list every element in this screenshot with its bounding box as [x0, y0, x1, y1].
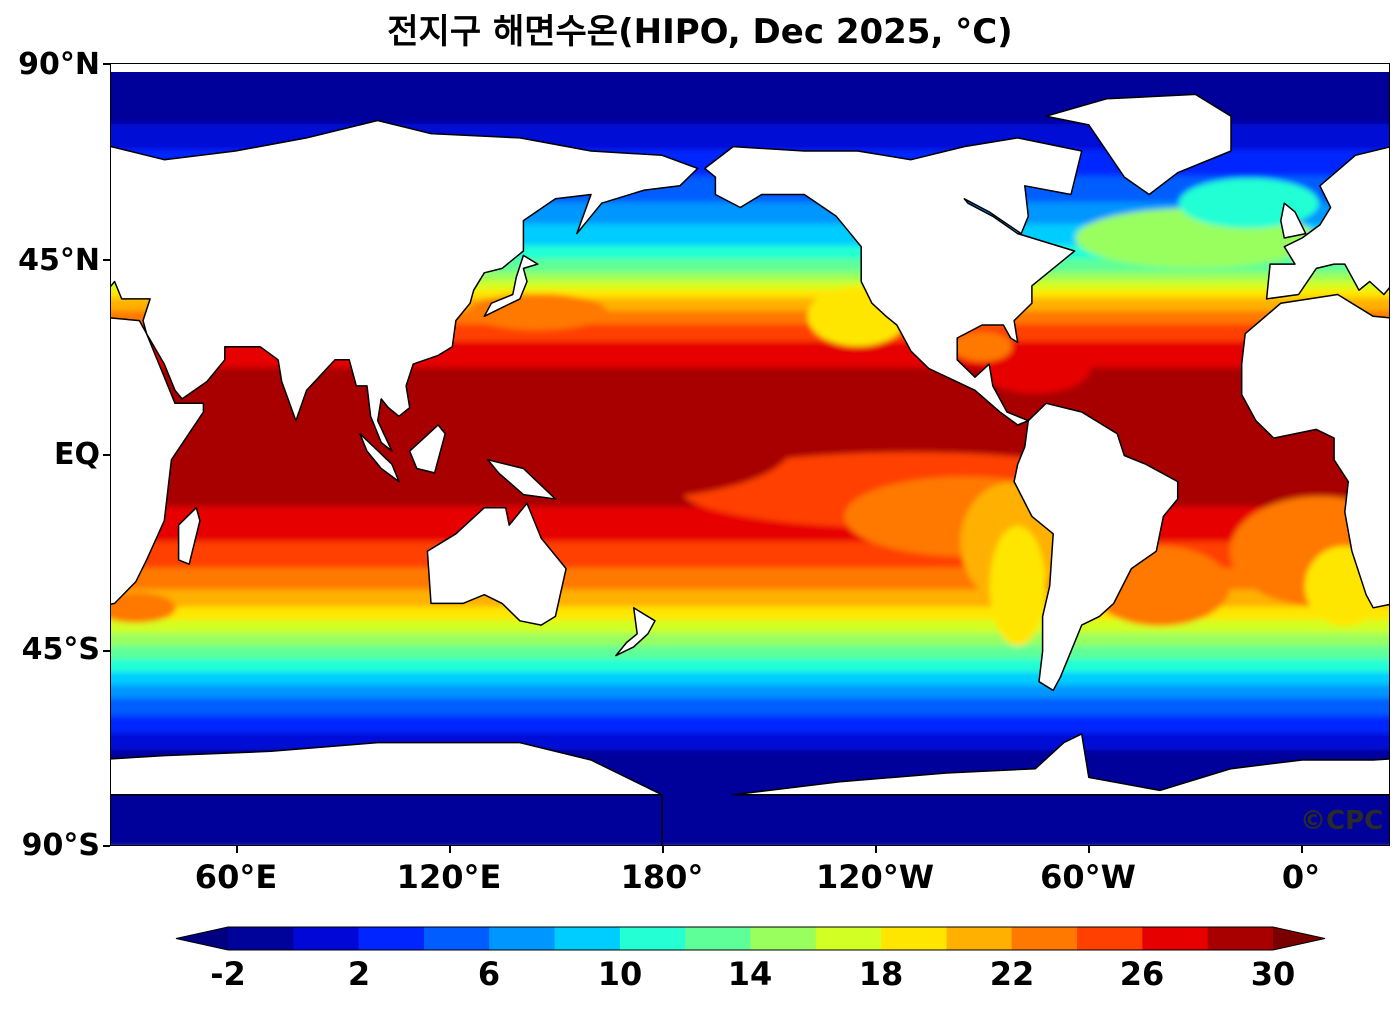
colorbar-tick-label: -2 — [210, 955, 246, 993]
lat-tick — [103, 454, 110, 456]
sst-band — [111, 619, 1389, 635]
colorbar-extend-high — [1273, 927, 1325, 950]
lat-tick — [103, 650, 110, 652]
colorbar-segment — [750, 927, 817, 950]
sst-region — [391, 391, 791, 502]
sst-region — [952, 331, 1013, 362]
sst-band — [111, 271, 1389, 283]
colorbar-segment — [1142, 927, 1209, 950]
lon-label-120e: 120°E — [396, 858, 502, 896]
africa-landmass — [111, 317, 205, 605]
colorbar-segment — [1011, 927, 1078, 950]
colorbar-tick-label: 6 — [477, 955, 501, 993]
colorbar-segment — [358, 927, 425, 950]
sst-band — [111, 632, 1389, 648]
lon-label-60w: 60°W — [1040, 858, 1136, 896]
lat-label-45s: 45°S — [21, 632, 100, 667]
europe-asia-landmass — [1265, 146, 1389, 300]
uk-landmass — [1280, 202, 1307, 239]
polar-edge-north — [111, 64, 1389, 72]
colorbar-tick-label: 2 — [347, 955, 371, 993]
colorbar-segment — [1207, 927, 1274, 950]
map-panel — [110, 63, 1390, 846]
colorbar-segment — [423, 927, 490, 950]
sst-band — [111, 658, 1389, 674]
japan-landmass — [483, 254, 539, 318]
colorbar-tick-label: 14 — [727, 955, 773, 993]
sst-region — [178, 378, 399, 489]
colorbar-segment — [293, 927, 360, 950]
greenland-landmass — [1045, 93, 1232, 196]
lat-label-90n: 90°N — [18, 47, 100, 82]
lon-label-180: 180° — [620, 858, 704, 896]
colorbar-tick-label: 30 — [1250, 955, 1296, 993]
sst-band — [111, 289, 1389, 300]
lon-tick — [236, 846, 238, 853]
colorbar-segment — [489, 927, 556, 950]
europe-asia-landmass — [111, 119, 699, 452]
new-guinea-landmass — [487, 459, 557, 500]
south-america-landmass — [1013, 402, 1179, 692]
sst-band — [111, 672, 1389, 688]
africa-landmass — [1240, 293, 1389, 609]
sst-region — [111, 592, 176, 623]
lon-tick — [662, 846, 664, 853]
lon-tick — [1301, 846, 1303, 853]
lon-label-0: 0° — [1281, 858, 1321, 896]
lat-label-90s: 90°S — [21, 828, 100, 863]
sst-band — [111, 698, 1389, 718]
new-zealand-landmass — [615, 607, 656, 657]
cpc-logo: ©CPC — [1300, 806, 1384, 836]
sst-map — [111, 64, 1389, 845]
colorbar-tick-label: 26 — [1119, 955, 1165, 993]
sst-band — [111, 645, 1389, 661]
colorbar-tick-label: 10 — [597, 955, 643, 993]
colorbar-segment — [619, 927, 686, 950]
colorbar-segment — [881, 927, 948, 950]
lon-tick — [875, 846, 877, 853]
north-america-landmass — [704, 137, 1083, 426]
colorbar-tick-label: 22 — [989, 955, 1035, 993]
australia-landmass — [426, 502, 567, 626]
colorbar-outline — [175, 926, 1326, 951]
lon-label-60e: 60°E — [194, 858, 278, 896]
sst-band — [111, 715, 1389, 735]
colorbar-segment — [228, 927, 294, 950]
landmasses — [111, 64, 1389, 845]
colorbar-segment — [946, 927, 1013, 950]
madagascar-landmass — [177, 506, 201, 565]
colorbar-tick-label: 18 — [858, 955, 904, 993]
lat-label-eq: EQ — [54, 437, 100, 472]
map-title: 전지구 해면수온(HIPO, Dec 2025, °C) — [387, 12, 1013, 52]
colorbar-extend-low — [176, 927, 228, 950]
lat-tick — [103, 259, 110, 261]
lon-tick — [1088, 846, 1090, 853]
colorbar-segment — [685, 927, 752, 950]
borneo-landmass — [408, 424, 446, 474]
antarctica-landmass — [111, 741, 663, 845]
sst-band — [111, 685, 1389, 701]
colorbar-segment — [815, 927, 882, 950]
colorbar-segment — [554, 927, 621, 950]
sst-band — [111, 280, 1389, 292]
sst-region — [980, 343, 1091, 394]
antarctica-landmass — [732, 733, 1389, 796]
sst-region — [989, 526, 1046, 646]
sumatra-landmass — [359, 432, 400, 483]
colorbar-segment — [1077, 927, 1143, 950]
lon-label-120w: 120°W — [815, 858, 935, 896]
lat-tick — [103, 63, 110, 65]
lon-tick — [449, 846, 451, 853]
lat-tick — [103, 845, 110, 847]
lat-label-45n: 45°N — [18, 243, 100, 278]
